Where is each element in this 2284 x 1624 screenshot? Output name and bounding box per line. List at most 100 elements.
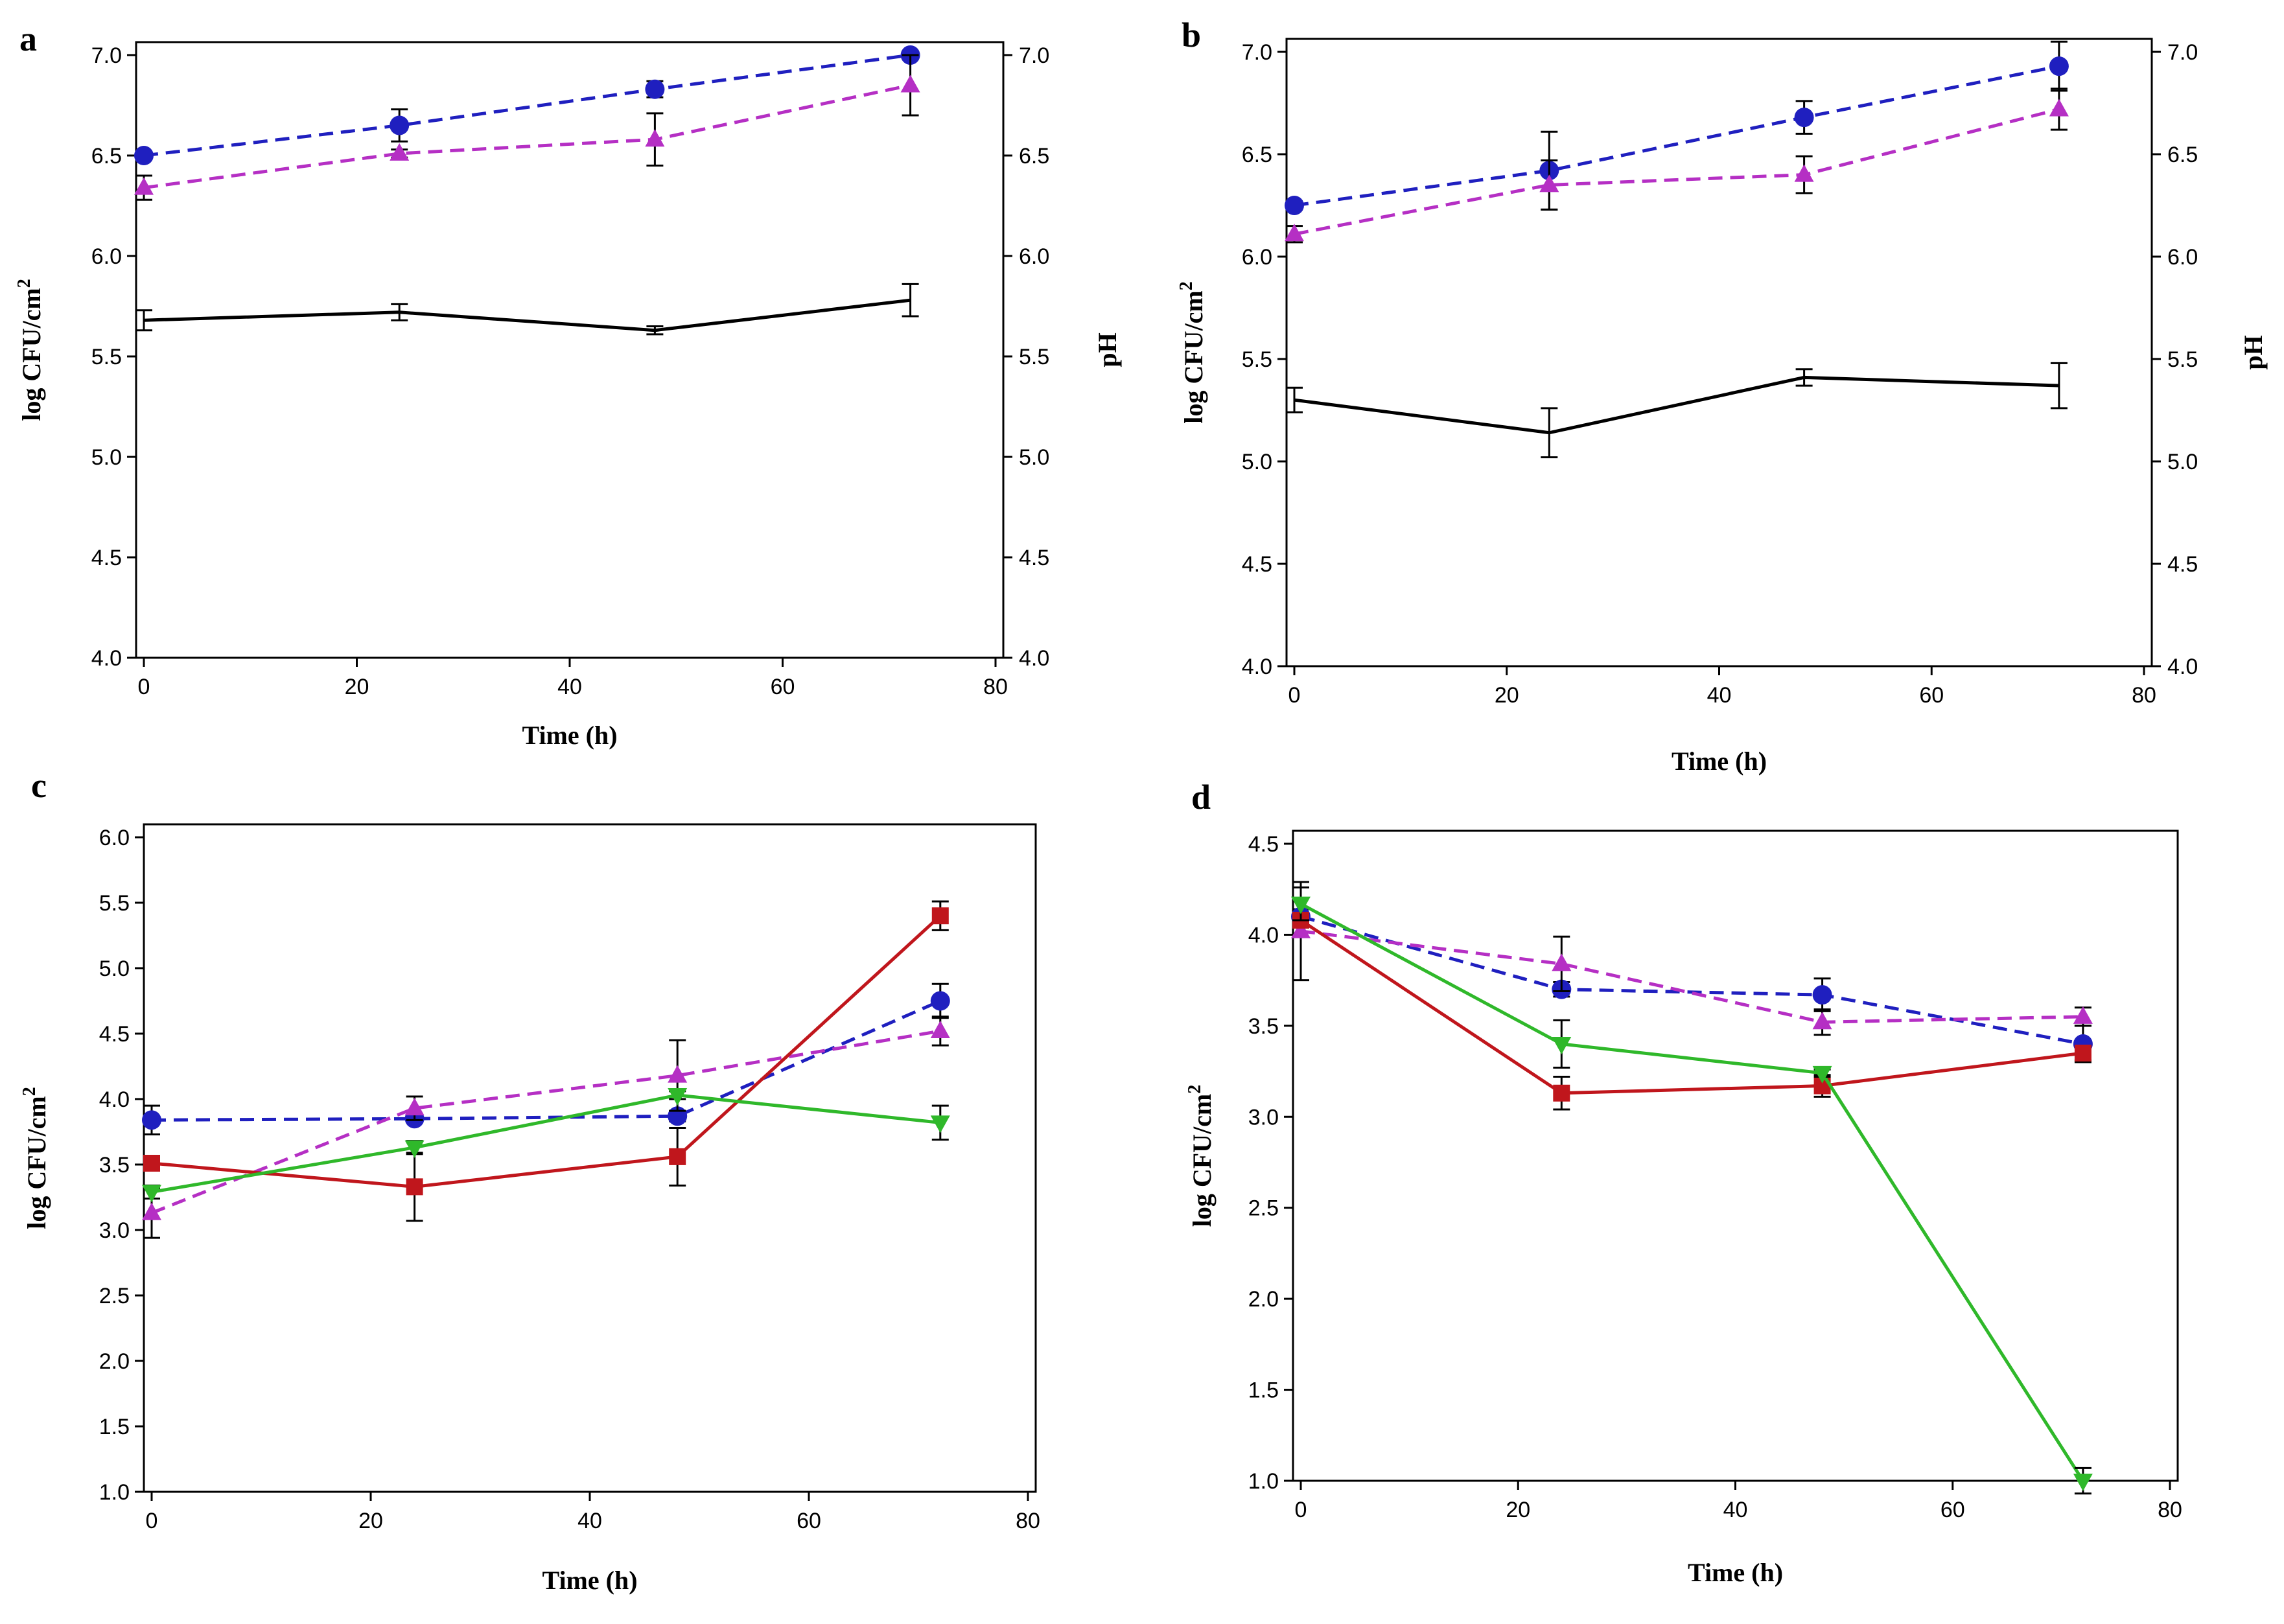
- data-point-triangle: [900, 75, 920, 93]
- y-tick-label: 4.0: [1242, 655, 1272, 679]
- x-tick-label: 20: [1495, 683, 1519, 708]
- y-axis-title-superscript: 2: [1176, 281, 1196, 290]
- y-tick-label: 4.5: [91, 546, 122, 570]
- y-tick-label: 4.5: [1248, 832, 1279, 857]
- data-point-circle: [142, 1110, 161, 1130]
- data-point-triangle: [142, 1202, 161, 1220]
- x-tick-label: 80: [1016, 1509, 1040, 1533]
- series-inverted-triangle-series: [1291, 886, 2093, 1495]
- data-point-circle: [134, 146, 154, 165]
- data-point-inverted-triangle: [1812, 1065, 1832, 1084]
- y-tick-label: 6.0: [91, 244, 122, 269]
- y-axis-title: log CFU/cm2: [14, 279, 46, 421]
- data-point-circle: [2049, 56, 2069, 76]
- y2-tick-label: 7.0: [1019, 43, 1049, 68]
- data-point-circle: [1812, 985, 1832, 1005]
- x-tick-label: 0: [138, 675, 150, 699]
- data-point-circle: [645, 79, 665, 99]
- series-line: [151, 999, 941, 1122]
- x-tick-label: 80: [983, 675, 1008, 699]
- y-tick-label: 7.0: [1242, 40, 1272, 65]
- y2-axis-title: pH: [2239, 335, 2268, 369]
- data-point-triangle: [1552, 953, 1572, 971]
- x-tick-label: 80: [2158, 1498, 2182, 1522]
- y-tick-label: 3.5: [99, 1153, 130, 1177]
- data-point-triangle: [1812, 1012, 1832, 1030]
- y2-tick-label: 6.5: [1019, 144, 1049, 168]
- y2-tick-label: 5.0: [1019, 445, 1049, 470]
- panel-label: a: [19, 19, 37, 58]
- x-axis-title: Time (h): [1688, 1558, 1783, 1587]
- series-line: [143, 298, 911, 332]
- series-line: [151, 1029, 941, 1215]
- y2-tick-label: 4.5: [1019, 546, 1049, 570]
- data-point-triangle: [404, 1098, 425, 1116]
- data-point-triangle: [645, 129, 665, 147]
- plot-frame: [143, 823, 1037, 1493]
- series-inverted-triangle-series: [142, 1087, 950, 1203]
- chart-panel-b: b 0 20 40 60 80 4.0 4.5 5.0 5.5 6.0 6.5 7.0 4.0 4.5 5.0…: [1176, 16, 2268, 776]
- data-point-triangle: [2073, 1006, 2093, 1024]
- series-line: [1299, 902, 2085, 1482]
- y-tick-label: 5.5: [99, 891, 130, 916]
- data-point-circle: [1285, 196, 1304, 215]
- y-axis-title: log CFU/cm2: [1176, 281, 1208, 424]
- y-tick-label: 3.5: [1248, 1014, 1279, 1039]
- y-tick-label: 5.5: [1242, 347, 1272, 372]
- x-tick-label: 60: [797, 1509, 821, 1533]
- series-line: [151, 914, 942, 1189]
- y-tick-label: 6.5: [1242, 143, 1272, 167]
- x-tick-label: 20: [345, 675, 369, 699]
- x-tick-label: 0: [1295, 1498, 1307, 1522]
- series-square-series: [1292, 911, 2092, 1111]
- y2-tick-label: 6.0: [1019, 244, 1049, 269]
- x-tick-label: 40: [1723, 1498, 1748, 1522]
- data-point-triangle: [930, 1020, 950, 1038]
- plot-frame: [135, 41, 1005, 659]
- y-tick-label: 2.0: [1248, 1287, 1279, 1312]
- y2-tick-label: 4.0: [2167, 655, 2198, 679]
- y-tick-label: 6.5: [91, 144, 122, 168]
- data-point-triangle: [390, 143, 410, 161]
- y-axis-title-base: log CFU/cm: [22, 1096, 51, 1229]
- data-point-triangle: [2049, 99, 2069, 117]
- y-tick-label: 1.5: [99, 1415, 130, 1439]
- y-tick-label: 4.0: [1248, 923, 1279, 947]
- series-line: [1294, 375, 2059, 435]
- series-pH: [1286, 362, 2068, 459]
- x-tick-label: 40: [557, 675, 582, 699]
- y-tick-label: 4.5: [1242, 552, 1272, 577]
- y2-tick-label: 4.5: [2167, 552, 2198, 577]
- y2-tick-label: 5.0: [2167, 450, 2198, 474]
- series-line: [1299, 918, 2084, 1095]
- data-point-triangle: [1285, 224, 1304, 242]
- y-tick-label: 4.5: [99, 1022, 130, 1047]
- data-point-inverted-triangle: [930, 1115, 950, 1133]
- data-point-inverted-triangle: [1552, 1036, 1572, 1054]
- y2-tick-label: 6.5: [2167, 143, 2198, 167]
- y-tick-label: 7.0: [91, 43, 122, 68]
- data-point-square: [931, 907, 949, 925]
- y-axis-title: log CFU/cm2: [19, 1087, 51, 1229]
- chart-panel-c: c 0 20 40 60 80 1.0 1.5 2.0 2.5 3.0 3.5 4.0 4.5 5.0 5.5…: [19, 766, 1040, 1595]
- y-tick-label: 2.5: [1248, 1196, 1279, 1221]
- y-tick-label: 3.0: [99, 1218, 130, 1243]
- y-tick-label: 1.0: [1248, 1469, 1279, 1494]
- data-point-inverted-triangle: [1291, 896, 1311, 914]
- data-point-square: [406, 1178, 423, 1196]
- y-tick-label: 4.0: [91, 646, 122, 671]
- series-line: [143, 53, 911, 157]
- panel-label: d: [1191, 778, 1211, 817]
- data-point-inverted-triangle: [404, 1140, 425, 1158]
- y2-tick-label: 7.0: [2167, 40, 2198, 65]
- y-tick-label: 5.0: [99, 957, 130, 981]
- data-point-inverted-triangle: [2073, 1474, 2093, 1491]
- x-tick-label: 0: [146, 1509, 158, 1533]
- y-tick-label: 5.5: [91, 345, 122, 369]
- panel-label: c: [31, 766, 47, 805]
- series-line: [143, 84, 911, 190]
- y-tick-label: 5.0: [91, 445, 122, 470]
- data-point-square: [669, 1148, 686, 1165]
- x-tick-label: 40: [577, 1509, 602, 1533]
- series-line: [1294, 108, 2060, 236]
